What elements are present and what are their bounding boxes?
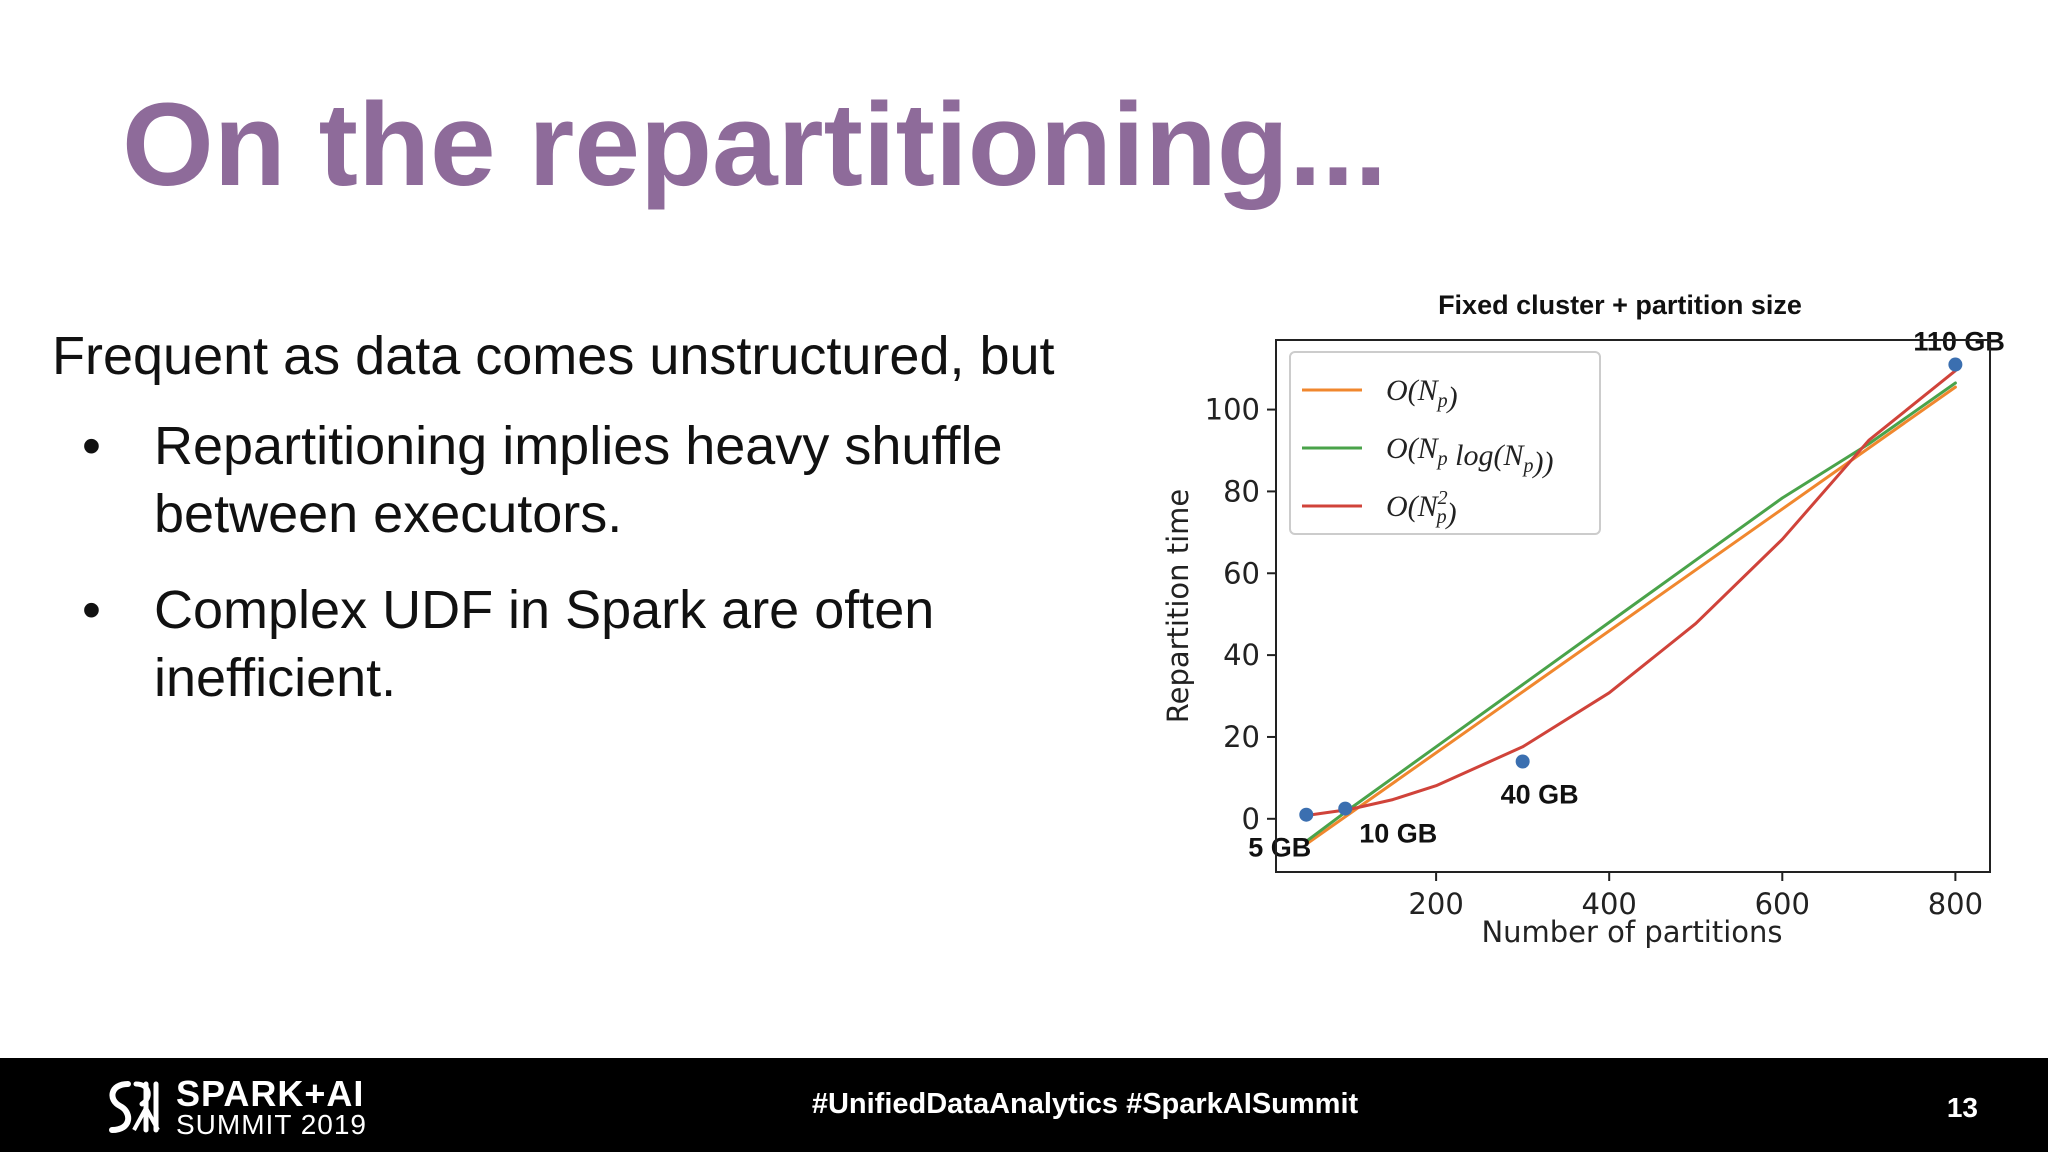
y-tick-label: 60	[1223, 556, 1260, 590]
footer-hashtags: #UnifiedDataAnalytics #SparkAISummit	[811, 1088, 1359, 1120]
page-number: 13	[1946, 1092, 1978, 1123]
y-tick-label: 100	[1205, 393, 1260, 427]
logo-text-spark-ai: SPARK+AI	[176, 1073, 365, 1114]
bullet-text: Complex UDF in Spark are often inefficie…	[154, 580, 935, 708]
data-point	[1338, 801, 1353, 816]
slide-title: On the repartitioning...	[122, 79, 1388, 211]
y-tick-label: 80	[1223, 474, 1260, 508]
x-tick-label: 400	[1582, 887, 1637, 921]
bullet-icon: •	[82, 416, 101, 476]
legend-label: O(N2 p)	[1386, 487, 1457, 530]
chart-title: Fixed cluster + partition size	[1438, 290, 1802, 320]
intro-text: Frequent as data comes unstructured, but	[52, 326, 1055, 386]
x-tick-label: 600	[1755, 887, 1810, 921]
y-axis-label: Repartition time	[1161, 489, 1195, 724]
bullet-item: • Repartitioning implies heavy shuffle b…	[52, 412, 1132, 548]
legend-label: O(Np)	[1386, 374, 1458, 414]
data-point	[1299, 807, 1314, 822]
x-tick-label: 200	[1408, 887, 1463, 921]
bullet-icon: •	[82, 580, 101, 640]
data-point-label: 5 GB	[1248, 833, 1311, 863]
bullet-item: • Complex UDF in Spark are often ineffic…	[52, 576, 1132, 712]
plot-frame	[1275, 339, 1991, 873]
series-line-3	[1304, 369, 1957, 817]
slide-body: Frequent as data comes unstructured, but…	[52, 322, 1132, 740]
legend-label: O(Np log(Np))	[1386, 432, 1554, 479]
chart-axes-layer: 200 400 600 800 0 20 40 60 80 100	[1205, 393, 1983, 921]
legend-entries: O(Np) O(Np log(Np)) O(N2 p)	[1302, 374, 1554, 530]
data-point	[1515, 754, 1530, 769]
y-tick-label: 20	[1223, 720, 1260, 754]
y-tick-label: 40	[1223, 638, 1260, 672]
bullet-list: • Repartitioning implies heavy shuffle b…	[52, 412, 1132, 712]
series-line-2	[1304, 381, 1957, 843]
data-point-label: 40 GB	[1501, 780, 1579, 810]
data-point-label: 10 GB	[1359, 819, 1437, 849]
repartition-chart: Fixed cluster + partition size 5 GB 10 GB…	[1161, 290, 2005, 949]
chart-series-layer	[1304, 369, 1957, 846]
data-point	[1948, 357, 1963, 372]
footer-bar: SPARK+AI SUMMIT 2019 #UnifiedDataAnalyti…	[0, 1058, 2048, 1152]
bullet-text: Repartitioning implies heavy shuffle bet…	[154, 416, 1003, 544]
spark-ai-logo-icon	[109, 1081, 160, 1133]
x-tick-label: 800	[1928, 887, 1983, 921]
x-axis-label: Number of partitions	[1481, 915, 1782, 949]
chart-legend: O(Np) O(Np log(Np)) O(N2 p)	[1289, 351, 1601, 535]
legend-box	[1289, 351, 1601, 535]
data-point-label: 110 GB	[1913, 327, 2005, 357]
summit-logo: SPARK+AI SUMMIT 2019	[102, 1073, 382, 1140]
y-tick-label: 0	[1242, 802, 1260, 836]
logo-text-summit: SUMMIT 2019	[176, 1109, 367, 1140]
